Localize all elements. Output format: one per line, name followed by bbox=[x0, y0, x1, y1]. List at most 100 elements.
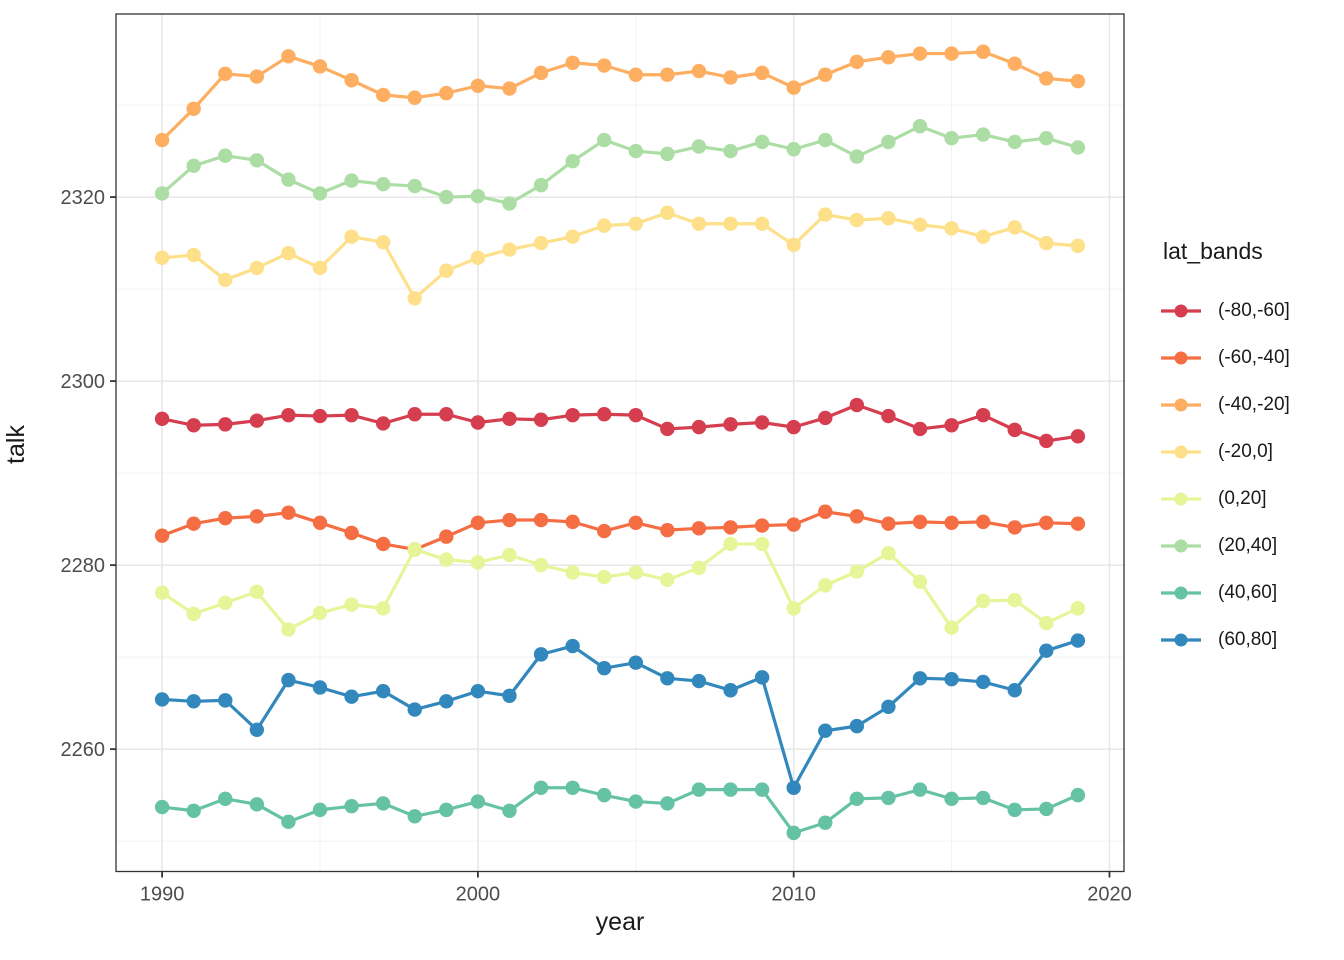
data-point bbox=[154, 250, 170, 266]
data-point bbox=[818, 132, 833, 148]
data-point bbox=[375, 601, 391, 616]
data-point bbox=[628, 407, 643, 423]
data-point bbox=[723, 536, 738, 552]
x-axis-title: year bbox=[595, 908, 645, 936]
data-point bbox=[818, 723, 833, 738]
data-point bbox=[249, 153, 265, 168]
data-point bbox=[344, 597, 359, 612]
data-point bbox=[565, 780, 580, 795]
x-tick-label: 2010 bbox=[771, 884, 816, 906]
data-point bbox=[375, 796, 391, 811]
data-point bbox=[1039, 131, 1054, 146]
data-point bbox=[944, 131, 959, 146]
data-point bbox=[786, 237, 801, 253]
panel-background bbox=[116, 14, 1124, 872]
data-point bbox=[975, 229, 991, 244]
data-point bbox=[533, 65, 549, 81]
data-point bbox=[1007, 683, 1022, 698]
y-axis-title: talk bbox=[2, 425, 30, 464]
data-point bbox=[754, 415, 770, 430]
data-point bbox=[249, 69, 265, 84]
legend-item-(0,20]: (0,20] bbox=[1160, 475, 1290, 522]
data-point bbox=[312, 186, 328, 201]
data-point bbox=[597, 569, 612, 585]
data-point bbox=[691, 216, 707, 231]
data-point bbox=[312, 260, 328, 276]
data-point bbox=[1007, 520, 1022, 535]
data-point bbox=[660, 205, 675, 220]
data-point bbox=[628, 216, 643, 231]
data-point bbox=[944, 46, 959, 61]
data-point bbox=[975, 407, 991, 423]
data-point bbox=[218, 510, 233, 526]
data-point bbox=[723, 417, 738, 432]
data-point bbox=[281, 622, 296, 637]
x-tick-label: 2020 bbox=[1087, 884, 1132, 906]
data-point bbox=[1039, 801, 1054, 817]
series-(-20,0] bbox=[154, 205, 1086, 306]
data-point bbox=[1007, 592, 1022, 608]
data-point bbox=[660, 522, 675, 538]
data-point bbox=[312, 680, 328, 695]
data-point bbox=[754, 216, 770, 231]
data-point bbox=[723, 216, 738, 231]
legend-key-dot bbox=[1174, 304, 1188, 317]
data-point bbox=[186, 694, 201, 709]
data-point bbox=[533, 557, 549, 573]
data-point bbox=[1070, 633, 1086, 648]
data-point bbox=[502, 688, 517, 703]
data-point bbox=[912, 119, 928, 134]
data-point bbox=[723, 683, 738, 698]
data-point bbox=[565, 55, 580, 70]
legend-item-label: (20,40] bbox=[1218, 534, 1278, 556]
data-point bbox=[691, 782, 707, 797]
data-point bbox=[975, 593, 991, 609]
data-point bbox=[154, 585, 170, 600]
data-point bbox=[249, 260, 265, 276]
data-point bbox=[154, 132, 170, 148]
data-point bbox=[975, 127, 991, 142]
data-point bbox=[754, 782, 770, 797]
legend-items: (-80,-60] (-60,-40] (-40,-20] (-20,0] (0,20]… bbox=[1160, 287, 1290, 663]
data-point bbox=[186, 101, 201, 116]
legend-item-(-20,0]: (-20,0] bbox=[1160, 428, 1290, 475]
data-point bbox=[533, 647, 549, 662]
data-point bbox=[1070, 429, 1086, 444]
data-point bbox=[439, 85, 454, 101]
data-point bbox=[628, 143, 643, 159]
legend-item-(20,40]: (20,40] bbox=[1160, 522, 1290, 569]
data-point bbox=[723, 520, 738, 535]
series-(40,60] bbox=[154, 780, 1086, 841]
data-point bbox=[502, 512, 517, 528]
x-tick-label: 2000 bbox=[456, 884, 501, 906]
legend-key-dot bbox=[1174, 398, 1188, 411]
data-point bbox=[154, 186, 170, 201]
data-point bbox=[1039, 615, 1054, 631]
data-point bbox=[533, 512, 549, 528]
data-point bbox=[754, 670, 770, 685]
data-point bbox=[218, 66, 233, 82]
legend-item-(-60,-40]: (-60,-40] bbox=[1160, 334, 1290, 381]
data-point bbox=[691, 139, 707, 154]
series-(-60,-40] bbox=[154, 504, 1086, 557]
data-point bbox=[881, 699, 896, 715]
data-point bbox=[502, 411, 517, 427]
data-point bbox=[407, 407, 422, 422]
data-point bbox=[975, 790, 991, 806]
data-point bbox=[470, 188, 486, 204]
legend-item-(40,60]: (40,60] bbox=[1160, 569, 1290, 616]
legend-key-icon bbox=[1161, 539, 1201, 552]
legend-item-label: (-40,-20] bbox=[1218, 393, 1290, 415]
legend-key-dot bbox=[1174, 539, 1188, 552]
data-point bbox=[533, 780, 549, 795]
data-point bbox=[218, 595, 233, 611]
data-point bbox=[818, 578, 833, 593]
legend-key-icon bbox=[1161, 304, 1201, 317]
data-point bbox=[912, 514, 928, 530]
data-point bbox=[849, 54, 865, 70]
legend-key-icon bbox=[1161, 586, 1201, 599]
legend-item-(-40,-20]: (-40,-20] bbox=[1160, 381, 1290, 428]
data-point bbox=[660, 671, 675, 686]
legend-key-icon bbox=[1161, 633, 1201, 646]
data-point bbox=[1007, 220, 1022, 235]
